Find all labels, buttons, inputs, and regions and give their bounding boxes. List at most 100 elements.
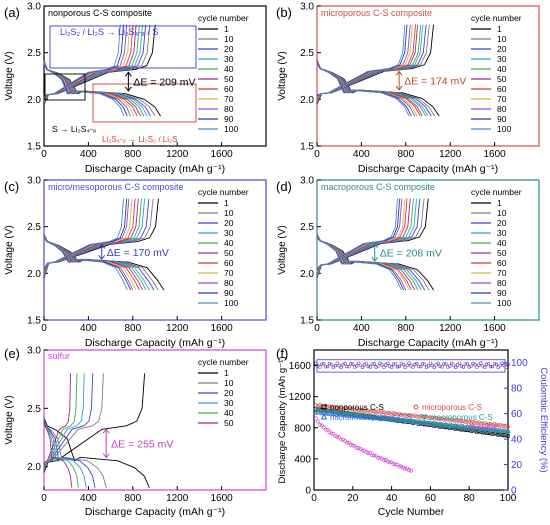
data-point <box>381 458 386 463</box>
ce-point <box>504 365 508 369</box>
ce-point <box>382 365 386 370</box>
legend-label: 100 <box>497 298 511 308</box>
data-point <box>370 453 375 457</box>
legend-label: 20 <box>497 44 507 54</box>
data-point <box>494 423 499 428</box>
charge-curve <box>316 24 406 96</box>
delta-e-marker: ΔE = 208 mV <box>371 242 442 262</box>
legend-label: 100 <box>224 298 238 308</box>
data-point <box>385 416 391 421</box>
data-point <box>317 409 323 415</box>
data-point <box>334 411 340 416</box>
data-point <box>449 422 455 427</box>
data-point <box>376 455 380 460</box>
data-point <box>495 428 501 434</box>
data-point <box>470 426 476 431</box>
ce-point <box>322 361 326 366</box>
data-point <box>350 407 355 412</box>
ce-point <box>397 364 402 369</box>
legend-marker <box>469 423 475 429</box>
plot-frame <box>316 179 540 321</box>
ce-point <box>358 363 363 367</box>
data-point <box>416 414 421 419</box>
discharge-curve <box>316 61 427 117</box>
data-point <box>490 423 495 427</box>
y-tick-label: 2.0 <box>27 462 41 473</box>
y-axis-label: Voltage (V) <box>4 225 15 274</box>
data-point <box>414 420 420 425</box>
data-point <box>399 464 404 469</box>
ce-point <box>372 362 376 366</box>
ce-point <box>362 363 367 367</box>
data-point <box>443 422 449 428</box>
data-point <box>504 423 508 428</box>
data-point <box>491 429 497 434</box>
ce-point <box>444 362 448 366</box>
y-tick-label: 1200 <box>289 392 312 403</box>
data-point <box>358 408 363 413</box>
x-axis-label: Discharge Capacity (mAh g⁻¹) <box>85 337 225 349</box>
data-point <box>358 446 363 451</box>
data-point <box>350 413 356 418</box>
data-point <box>370 408 375 413</box>
ce-point <box>448 364 452 368</box>
ce-point <box>450 361 454 366</box>
data-point <box>414 414 419 419</box>
data-point <box>480 427 486 432</box>
ce-point <box>407 361 411 365</box>
legend-marker <box>413 404 419 410</box>
legend-label: 1 <box>497 198 502 208</box>
legend-label: 100 <box>497 124 511 134</box>
data-point <box>341 406 346 411</box>
ce-point <box>498 363 502 368</box>
data-point <box>443 421 449 427</box>
data-point <box>445 417 450 422</box>
ce-point <box>411 365 415 369</box>
data-point <box>325 411 331 416</box>
data-point <box>459 419 464 424</box>
coulombic-efficiency <box>314 359 510 373</box>
data-point <box>502 423 507 428</box>
data-point <box>360 448 365 453</box>
data-point <box>327 404 332 409</box>
y-tick-label: 3.0 <box>27 2 41 13</box>
x-tick-label: 40 <box>386 493 398 504</box>
ce-point <box>343 361 347 366</box>
x-ticks: 0 400 800 1200 1600 <box>41 486 233 504</box>
ce-point <box>417 364 421 369</box>
x-tick-label: 1200 <box>439 323 462 334</box>
legend-label: 70 <box>497 268 507 278</box>
panel-label: (a) <box>4 5 20 20</box>
data-point <box>348 411 354 417</box>
data-point <box>330 409 336 415</box>
data-point <box>488 422 493 427</box>
ce-point <box>432 365 436 369</box>
data-point <box>501 429 507 435</box>
data-point <box>427 421 433 426</box>
legend-label: 30 <box>224 54 234 64</box>
legend-label: 90 <box>497 114 507 124</box>
data-point <box>506 424 510 429</box>
ce-point <box>376 364 380 368</box>
data-point <box>416 419 422 424</box>
delta-e-arrowhead <box>102 453 110 459</box>
x-tick-label: 1200 <box>166 149 189 160</box>
ce-point <box>506 362 510 367</box>
annotation-top: Li₂S₂ / Li₂S → Li₂S₄-₈ / S <box>60 27 158 37</box>
data-point <box>379 410 384 415</box>
y-tick-label: 2.5 <box>27 48 41 59</box>
legend-label: 90 <box>497 288 507 298</box>
data-point <box>400 417 406 423</box>
data-point <box>339 437 344 442</box>
ce-point <box>483 365 487 369</box>
data-point <box>387 411 392 415</box>
y-axis-label: Voltage (V) <box>277 225 288 274</box>
ce-point <box>403 365 407 369</box>
data-point <box>403 466 408 471</box>
data-point <box>333 404 338 409</box>
data-point <box>397 464 402 469</box>
data-point <box>377 416 383 421</box>
